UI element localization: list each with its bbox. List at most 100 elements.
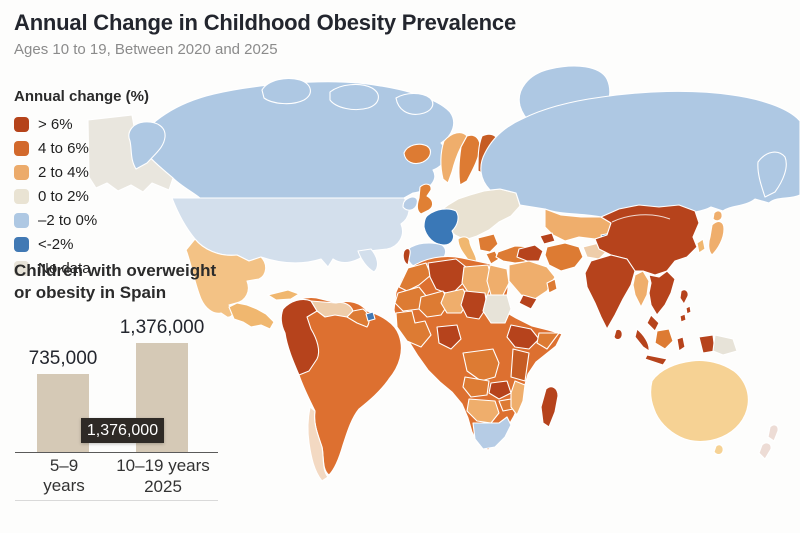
- legend-label: 2 to 4%: [38, 163, 89, 181]
- map-region-uk[interactable]: [416, 183, 434, 215]
- map-region-tasmania[interactable]: [713, 444, 724, 456]
- map-region-yemen[interactable]: [518, 294, 538, 310]
- map-region-papua-new-guinea[interactable]: [712, 334, 738, 356]
- header: Annual Change in Childhood Obesity Preva…: [14, 10, 516, 58]
- map-region-kamchatka[interactable]: [757, 151, 787, 198]
- map-region-philippines[interactable]: [685, 305, 692, 315]
- map-region-ireland[interactable]: [402, 196, 418, 211]
- map-region-sumatra[interactable]: [634, 328, 650, 352]
- legend-label: No data: [38, 259, 91, 277]
- legend-label: –2 to 0%: [38, 211, 98, 229]
- legend-label: 4 to 6%: [38, 139, 89, 157]
- legend-swatch-nodata-icon: [14, 260, 29, 276]
- map-region-sweden[interactable]: [458, 134, 481, 186]
- legend-item: 2 to 4%: [14, 160, 149, 184]
- legend-item: –2 to 0%: [14, 208, 149, 232]
- map-region-myanmar[interactable]: [632, 270, 650, 308]
- legend-item: <-2%: [14, 232, 149, 256]
- inset-chart-title-line2: or obesity in Spain: [14, 283, 167, 303]
- bar-value-label-5-9: 735,000: [28, 348, 98, 369]
- map-region-iceland[interactable]: [403, 143, 432, 165]
- map-region-mozambique[interactable]: [510, 380, 526, 416]
- page-subtitle: Ages 10 to 19, Between 2020 and 2025: [14, 41, 278, 58]
- legend-label: 0 to 2%: [38, 187, 89, 205]
- map-region-florida[interactable]: [357, 248, 379, 273]
- map-region-iraq-syria[interactable]: [516, 244, 544, 262]
- map-region-indochina[interactable]: [648, 270, 676, 316]
- map-region-canada-arctic[interactable]: [395, 92, 434, 115]
- legend-item: No data: [14, 256, 149, 280]
- inset-divider: [15, 500, 218, 501]
- map-region-chad[interactable]: [460, 290, 488, 320]
- map-region-canada[interactable]: [136, 81, 455, 199]
- map-region-madagascar[interactable]: [540, 386, 559, 428]
- map-region-japan-north[interactable]: [712, 210, 723, 222]
- map-region-korea[interactable]: [696, 238, 706, 254]
- map-region-italy[interactable]: [457, 236, 477, 264]
- bar-5-9-years[interactable]: [37, 374, 89, 452]
- map-region-drc[interactable]: [462, 348, 500, 382]
- map-region-philippines[interactable]: [679, 289, 689, 305]
- map-region-france[interactable]: [423, 208, 459, 246]
- map-region-zambia[interactable]: [488, 380, 512, 400]
- map-region-malaysia[interactable]: [646, 314, 660, 332]
- map-legend: Annual change (%) > 6% 4 to 6% 2 to 4% 0…: [14, 88, 149, 280]
- map-region-french-guiana[interactable]: [365, 311, 376, 322]
- map-region-saudi-arabia[interactable]: [508, 260, 556, 300]
- map-region-morocco[interactable]: [398, 262, 432, 292]
- map-region-iran[interactable]: [544, 242, 584, 272]
- map-region-australia[interactable]: [650, 359, 749, 443]
- map-region-oman[interactable]: [546, 278, 558, 294]
- map-region-sudan[interactable]: [482, 294, 512, 324]
- legend-item: > 6%: [14, 112, 149, 136]
- map-region-cuba[interactable]: [267, 289, 300, 301]
- map-region-somalia[interactable]: [536, 332, 560, 350]
- map-region-new-zealand[interactable]: [758, 442, 772, 460]
- map-region-sri-lanka[interactable]: [613, 328, 623, 341]
- map-region-canada-arctic[interactable]: [261, 77, 311, 105]
- map-region-central-america[interactable]: [228, 302, 275, 330]
- map-region-japan[interactable]: [708, 220, 725, 256]
- map-region-philippines[interactable]: [679, 313, 687, 323]
- map-region-kenya-tanzania[interactable]: [510, 348, 530, 382]
- map-region-new-zealand[interactable]: [767, 424, 779, 442]
- x-axis-line: [15, 452, 218, 453]
- map-region-west-africa[interactable]: [395, 310, 432, 348]
- bar-tooltip: 1,376,000: [81, 418, 164, 443]
- page-title: Annual Change in Childhood Obesity Preva…: [14, 10, 516, 35]
- inset-chart-title-line1: Children with overweight: [14, 261, 217, 280]
- map-region-nigeria[interactable]: [436, 324, 462, 350]
- mongolia-border-line: [611, 214, 671, 223]
- x-tick-5-9-years: 5–9 years: [43, 456, 85, 495]
- legend-swatch-2to4-icon: [14, 164, 29, 180]
- legend-item: 4 to 6%: [14, 136, 149, 160]
- bar-value-label-10-19: 1,376,000: [119, 317, 205, 338]
- legend-swatch-gt6-icon: [14, 116, 29, 132]
- map-region-chile[interactable]: [307, 406, 329, 482]
- map-region-portugal[interactable]: [402, 248, 411, 266]
- map-region-south-africa[interactable]: [472, 416, 512, 450]
- map-region-sulawesi[interactable]: [676, 336, 686, 352]
- legend-item: 0 to 2%: [14, 184, 149, 208]
- map-region-india[interactable]: [584, 254, 636, 330]
- map-region-venezuela[interactable]: [310, 300, 354, 318]
- inset-chart-title: Children with overweight or obesity in S…: [14, 260, 216, 304]
- map-region-norway[interactable]: [440, 132, 468, 184]
- map-region-angola[interactable]: [462, 376, 490, 398]
- map-region-algeria[interactable]: [427, 258, 467, 296]
- map-region-russia-northeast[interactable]: [128, 121, 166, 170]
- map-region-ethiopia[interactable]: [506, 324, 540, 350]
- legend-swatch-neg2to0-icon: [14, 212, 29, 228]
- map-region-mali[interactable]: [418, 290, 450, 318]
- map-region-java[interactable]: [644, 354, 668, 366]
- map-region-colombia-peru[interactable]: [280, 298, 320, 376]
- x-tick-10-19-years: 10–19 years: [116, 456, 210, 475]
- x-axis-year-label: 2025: [144, 477, 182, 496]
- map-region-borneo[interactable]: [654, 328, 674, 350]
- map-region-caucasus[interactable]: [539, 232, 556, 245]
- legend-swatch-0to2-icon: [14, 188, 29, 204]
- map-region-egypt[interactable]: [486, 264, 510, 296]
- map-region-balkans[interactable]: [477, 233, 499, 253]
- map-region-canada-arctic[interactable]: [329, 83, 379, 111]
